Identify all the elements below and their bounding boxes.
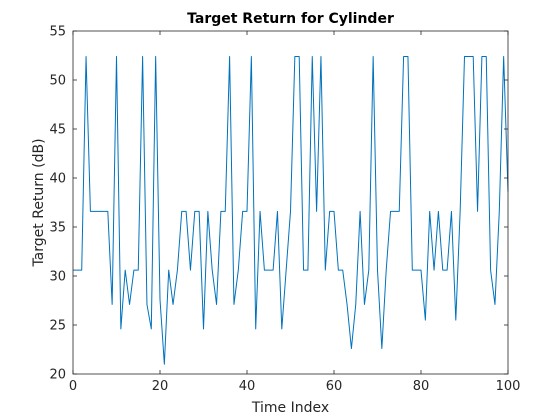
x-tick-label: 20 <box>152 379 169 394</box>
x-axis-ticks: 0 20 40 60 80 100 <box>69 31 521 394</box>
y-axis-ticks: 20 25 30 35 40 45 50 55 <box>49 25 508 383</box>
x-tick-label: 40 <box>239 379 256 394</box>
y-tick-label: 30 <box>49 270 66 285</box>
x-tick-label: 100 <box>496 379 521 394</box>
y-tick-label: 45 <box>49 123 66 138</box>
y-tick-label: 20 <box>49 368 66 383</box>
x-tick-label: 0 <box>69 379 77 394</box>
y-axis-label: Target Return (dB) <box>31 138 47 267</box>
y-tick-label: 50 <box>49 74 66 89</box>
x-tick-label: 60 <box>326 379 343 394</box>
y-tick-label: 40 <box>49 172 66 187</box>
series-line <box>73 55 509 365</box>
x-axis-label: Time Index <box>251 400 329 416</box>
chart-title: Target Return for Cylinder <box>187 11 394 27</box>
y-tick-label: 25 <box>49 319 66 334</box>
y-tick-label: 35 <box>49 221 66 236</box>
y-tick-label: 55 <box>49 25 66 40</box>
axes-box <box>72 30 509 375</box>
x-tick-label: 80 <box>413 379 430 394</box>
